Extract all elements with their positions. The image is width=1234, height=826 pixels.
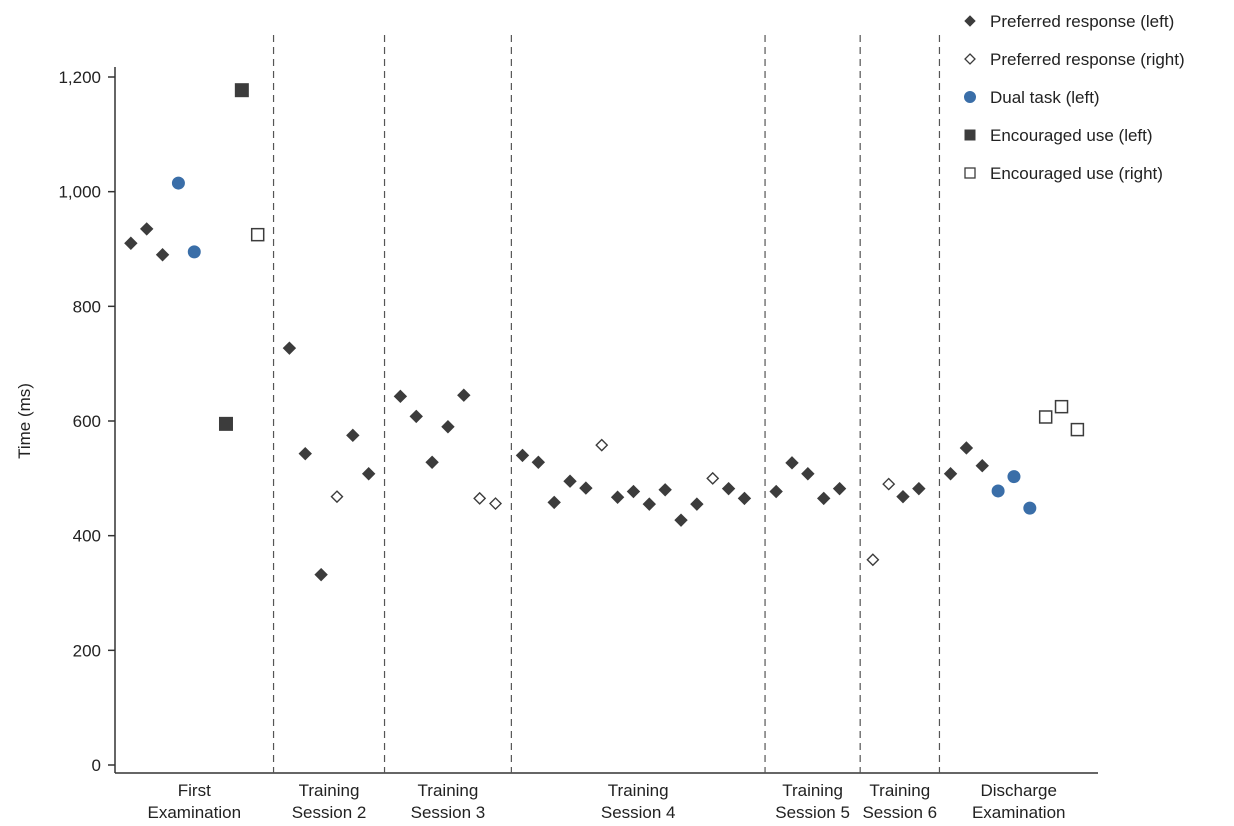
data-point bbox=[234, 83, 249, 98]
data-point bbox=[832, 481, 847, 496]
data-point bbox=[441, 420, 455, 434]
data-point bbox=[690, 497, 704, 511]
session-label: Training bbox=[782, 781, 843, 800]
data-point bbox=[489, 497, 503, 511]
legend-label: Encouraged use (right) bbox=[990, 164, 1163, 183]
legend-label: Preferred response (left) bbox=[990, 12, 1174, 31]
data-point bbox=[457, 388, 471, 402]
data-point bbox=[531, 455, 546, 469]
data-point bbox=[882, 477, 896, 491]
data-point bbox=[547, 495, 561, 510]
session-label: Training bbox=[299, 781, 360, 800]
session-label: Session 2 bbox=[292, 803, 367, 822]
data-point bbox=[991, 484, 1005, 498]
data-point bbox=[171, 176, 185, 190]
data-point bbox=[1070, 422, 1085, 437]
data-point bbox=[282, 341, 297, 355]
data-point bbox=[959, 441, 974, 455]
data-point bbox=[595, 438, 609, 452]
legend-label: Dual task (left) bbox=[990, 88, 1100, 107]
data-point bbox=[912, 481, 926, 496]
legend-label: Preferred response (right) bbox=[990, 50, 1185, 69]
y-tick-label: 800 bbox=[73, 297, 101, 316]
data-point bbox=[218, 416, 233, 431]
y-tick-label: 1,200 bbox=[58, 68, 101, 87]
legend-marker bbox=[964, 129, 976, 141]
data-point bbox=[721, 481, 736, 496]
session-label: Examination bbox=[147, 803, 241, 822]
data-point bbox=[187, 245, 201, 259]
session-label: Discharge bbox=[980, 781, 1057, 800]
data-point bbox=[140, 222, 154, 236]
data-point bbox=[473, 491, 487, 505]
session-label: Session 3 bbox=[411, 803, 486, 822]
data-point bbox=[425, 455, 439, 469]
y-tick-label: 1,000 bbox=[58, 183, 101, 202]
data-point bbox=[1054, 399, 1069, 414]
legend-marker bbox=[964, 167, 976, 179]
data-point bbox=[817, 491, 831, 506]
data-point bbox=[801, 467, 815, 481]
session-label: Examination bbox=[972, 803, 1066, 822]
data-point bbox=[674, 513, 688, 527]
data-point bbox=[1007, 470, 1021, 484]
data-point bbox=[975, 459, 989, 473]
data-point bbox=[579, 481, 593, 495]
session-label: Training bbox=[608, 781, 669, 800]
legend-marker bbox=[964, 53, 976, 65]
data-point bbox=[361, 467, 376, 481]
data-point bbox=[330, 490, 344, 504]
y-tick-label: 0 bbox=[92, 756, 101, 775]
session-label: Session 5 bbox=[775, 803, 850, 822]
data-point bbox=[409, 409, 423, 424]
legend-marker bbox=[964, 15, 976, 27]
data-point bbox=[298, 446, 312, 461]
y-tick-label: 600 bbox=[73, 412, 101, 431]
data-point bbox=[155, 248, 170, 262]
data-point bbox=[866, 553, 880, 567]
data-point bbox=[658, 483, 672, 497]
data-point bbox=[124, 236, 138, 250]
data-point bbox=[610, 490, 625, 504]
session-label: First bbox=[178, 781, 211, 800]
data-point bbox=[785, 456, 799, 470]
data-point bbox=[250, 227, 265, 242]
data-point bbox=[1038, 410, 1053, 424]
data-point bbox=[706, 471, 720, 485]
data-point bbox=[943, 467, 958, 481]
data-point bbox=[1023, 501, 1037, 515]
data-point bbox=[642, 497, 657, 511]
data-point bbox=[393, 389, 408, 404]
legend-label: Encouraged use (left) bbox=[990, 126, 1153, 145]
data-point bbox=[626, 484, 641, 499]
data-point bbox=[737, 491, 752, 506]
session-label: Session 6 bbox=[862, 803, 937, 822]
data-point bbox=[896, 489, 910, 504]
data-point bbox=[515, 448, 530, 463]
session-label: Training bbox=[418, 781, 479, 800]
legend-marker bbox=[964, 91, 976, 103]
session-label: Session 4 bbox=[601, 803, 676, 822]
data-point bbox=[563, 474, 577, 488]
y-axis-title: Time (ms) bbox=[15, 383, 34, 459]
data-point bbox=[314, 567, 328, 582]
y-tick-label: 400 bbox=[73, 527, 101, 546]
data-point bbox=[346, 428, 360, 443]
y-tick-label: 200 bbox=[73, 641, 101, 660]
session-label: Training bbox=[869, 781, 930, 800]
data-point bbox=[769, 484, 783, 499]
